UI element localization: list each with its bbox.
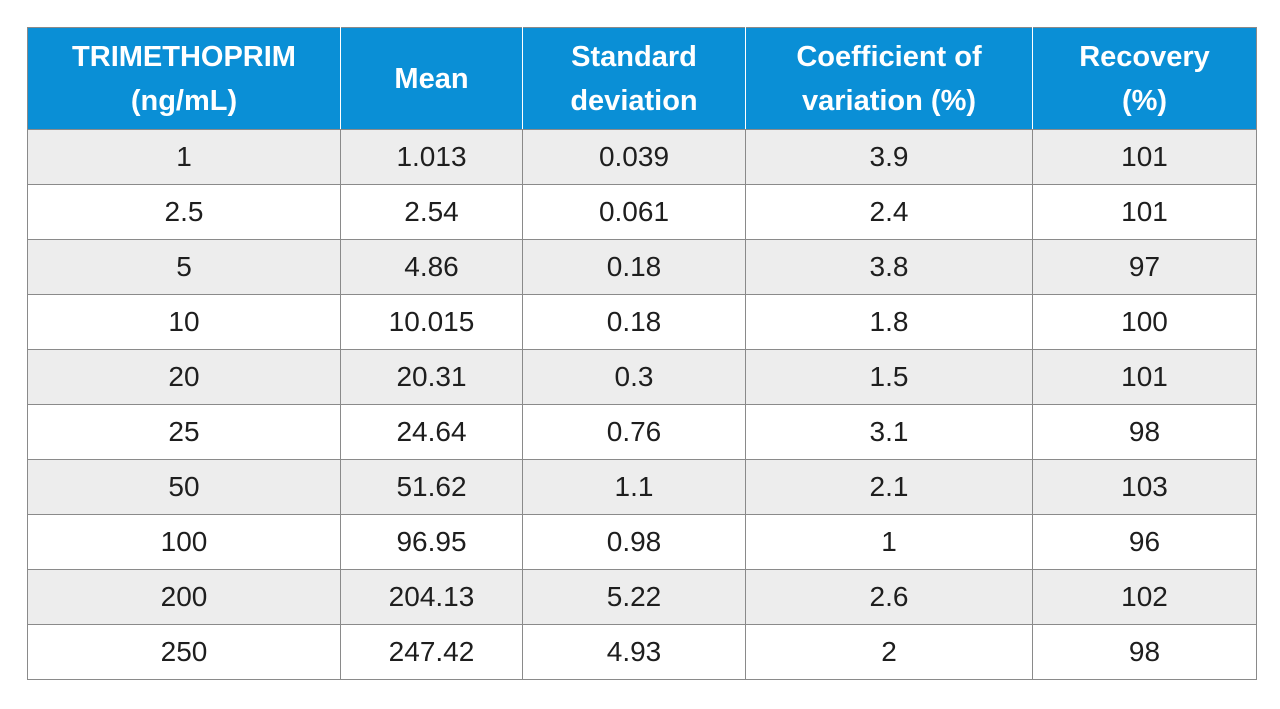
cell-concentration: 2.5 — [27, 184, 341, 240]
cell-coefficient-of-variation: 1.5 — [745, 349, 1033, 405]
cell-concentration: 200 — [27, 569, 341, 625]
table-row: 20 20.31 0.3 1.5 101 — [27, 349, 1257, 405]
cell-standard-deviation: 4.93 — [522, 624, 746, 680]
header-recovery: Recovery (%) — [1032, 27, 1257, 130]
cell-recovery: 102 — [1032, 569, 1257, 625]
cell-coefficient-of-variation: 2 — [745, 624, 1033, 680]
header-row: TRIMETHOPRIM (ng/mL) Mean Standard devia… — [27, 27, 1257, 130]
cell-standard-deviation: 0.039 — [522, 129, 746, 185]
cell-concentration: 25 — [27, 404, 341, 460]
cell-standard-deviation: 1.1 — [522, 459, 746, 515]
cell-standard-deviation: 5.22 — [522, 569, 746, 625]
cell-recovery: 96 — [1032, 514, 1257, 570]
cell-standard-deviation: 0.061 — [522, 184, 746, 240]
table-row: 1 1.013 0.039 3.9 101 — [27, 129, 1257, 185]
header-sd-line1: Standard — [571, 40, 697, 73]
cell-mean: 204.13 — [340, 569, 523, 625]
cell-mean: 24.64 — [340, 404, 523, 460]
table-body: 1 1.013 0.039 3.9 101 2.5 2.54 0.061 2.4… — [27, 129, 1257, 680]
cell-concentration: 10 — [27, 294, 341, 350]
header-recovery-line1: Recovery — [1079, 40, 1210, 73]
cell-standard-deviation: 0.18 — [522, 239, 746, 295]
cell-standard-deviation: 0.18 — [522, 294, 746, 350]
cell-mean: 2.54 — [340, 184, 523, 240]
table-row: 2.5 2.54 0.061 2.4 101 — [27, 184, 1257, 240]
cell-coefficient-of-variation: 3.9 — [745, 129, 1033, 185]
cell-recovery: 98 — [1032, 404, 1257, 460]
table-row: 50 51.62 1.1 2.1 103 — [27, 459, 1257, 515]
cell-mean: 10.015 — [340, 294, 523, 350]
table-row: 10 10.015 0.18 1.8 100 — [27, 294, 1257, 350]
cell-concentration: 50 — [27, 459, 341, 515]
cell-standard-deviation: 0.3 — [522, 349, 746, 405]
cell-concentration: 5 — [27, 239, 341, 295]
header-concentration-line1: TRIMETHOPRIM — [72, 40, 296, 73]
table-header: TRIMETHOPRIM (ng/mL) Mean Standard devia… — [27, 27, 1257, 130]
cell-mean: 1.013 — [340, 129, 523, 185]
header-concentration: TRIMETHOPRIM (ng/mL) — [27, 27, 341, 130]
cell-coefficient-of-variation: 2.4 — [745, 184, 1033, 240]
cell-standard-deviation: 0.98 — [522, 514, 746, 570]
header-coefficient-of-variation: Coefficient of variation (%) — [745, 27, 1033, 130]
cell-mean: 4.86 — [340, 239, 523, 295]
table-row: 100 96.95 0.98 1 96 — [27, 514, 1257, 570]
cell-concentration: 100 — [27, 514, 341, 570]
trimethoprim-results-table: TRIMETHOPRIM (ng/mL) Mean Standard devia… — [27, 27, 1257, 680]
table-row: 250 247.42 4.93 2 98 — [27, 624, 1257, 680]
cell-recovery: 103 — [1032, 459, 1257, 515]
cell-standard-deviation: 0.76 — [522, 404, 746, 460]
cell-mean: 96.95 — [340, 514, 523, 570]
cell-coefficient-of-variation: 1.8 — [745, 294, 1033, 350]
header-mean-line1: Mean — [394, 62, 469, 95]
cell-concentration: 250 — [27, 624, 341, 680]
header-concentration-line2: (ng/mL) — [130, 84, 238, 117]
cell-coefficient-of-variation: 3.1 — [745, 404, 1033, 460]
cell-coefficient-of-variation: 3.8 — [745, 239, 1033, 295]
header-cv-line1: Coefficient of — [796, 40, 982, 73]
cell-mean: 247.42 — [340, 624, 523, 680]
header-mean: Mean — [340, 27, 523, 130]
results-table-container: TRIMETHOPRIM (ng/mL) Mean Standard devia… — [27, 27, 1257, 680]
cell-mean: 51.62 — [340, 459, 523, 515]
cell-recovery: 100 — [1032, 294, 1257, 350]
cell-recovery: 97 — [1032, 239, 1257, 295]
cell-coefficient-of-variation: 2.1 — [745, 459, 1033, 515]
table-row: 25 24.64 0.76 3.1 98 — [27, 404, 1257, 460]
cell-concentration: 1 — [27, 129, 341, 185]
cell-recovery: 101 — [1032, 349, 1257, 405]
header-cv-line2: variation (%) — [801, 84, 977, 117]
cell-recovery: 98 — [1032, 624, 1257, 680]
cell-coefficient-of-variation: 2.6 — [745, 569, 1033, 625]
cell-concentration: 20 — [27, 349, 341, 405]
header-recovery-line2: (%) — [1121, 84, 1168, 117]
header-sd-line2: deviation — [570, 84, 698, 117]
cell-mean: 20.31 — [340, 349, 523, 405]
table-row: 5 4.86 0.18 3.8 97 — [27, 239, 1257, 295]
header-standard-deviation: Standard deviation — [522, 27, 746, 130]
cell-coefficient-of-variation: 1 — [745, 514, 1033, 570]
cell-recovery: 101 — [1032, 129, 1257, 185]
cell-recovery: 101 — [1032, 184, 1257, 240]
table-row: 200 204.13 5.22 2.6 102 — [27, 569, 1257, 625]
